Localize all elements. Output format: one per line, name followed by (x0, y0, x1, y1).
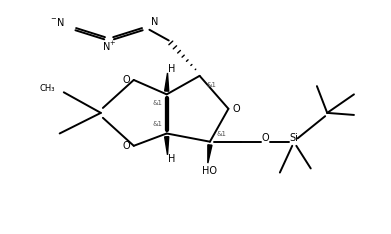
Text: &1: &1 (152, 121, 163, 127)
Polygon shape (208, 145, 212, 163)
Text: &1: &1 (206, 82, 216, 88)
Text: N$^{+}$: N$^{+}$ (102, 40, 116, 53)
Text: O: O (122, 75, 130, 85)
Text: H: H (168, 154, 175, 164)
Text: &1: &1 (152, 100, 163, 106)
Text: Si: Si (290, 133, 299, 143)
Text: O: O (232, 104, 240, 114)
Text: &1: &1 (217, 131, 226, 137)
Text: O: O (262, 133, 269, 143)
Text: N: N (151, 17, 158, 26)
Text: HO: HO (203, 166, 217, 176)
Text: O: O (122, 141, 130, 151)
Text: $^{-}$N: $^{-}$N (50, 15, 65, 28)
Polygon shape (165, 73, 169, 91)
Text: H: H (168, 64, 175, 74)
Polygon shape (165, 137, 169, 155)
Text: CH₃: CH₃ (39, 84, 55, 93)
